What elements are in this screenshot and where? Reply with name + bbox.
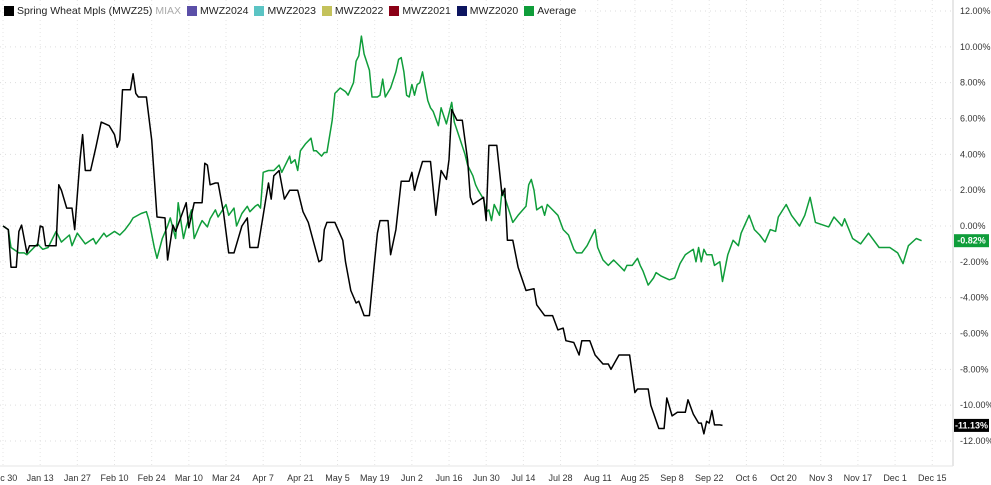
y-tick-label: -4.00% [960, 293, 989, 303]
legend-label: Spring Wheat Mpls (MWZ25) [17, 5, 153, 17]
x-tick-label: Dec 30 [0, 473, 17, 483]
x-tick-label: Mar 24 [212, 473, 240, 483]
x-tick-label: Sep 22 [695, 473, 724, 483]
last-value-badge [954, 418, 989, 432]
y-tick-label: 4.00% [960, 149, 986, 159]
legend-exchange: MIAX [155, 5, 182, 17]
legend-label: Average [537, 5, 577, 17]
legend-swatch [254, 6, 265, 16]
y-tick-label: 12.00% [960, 6, 991, 16]
series-line-spring-wheat-mpls-mwz25- [2, 72, 723, 435]
legend-swatch [389, 6, 400, 16]
legend-item[interactable]: MWZ2022 [321, 5, 384, 17]
x-tick-label: Aug 25 [621, 473, 650, 483]
legend: Spring Wheat Mpls (MWZ25) MIAX MWZ2024 MWZ2… [4, 5, 583, 17]
x-tick-label: May 19 [360, 473, 390, 483]
x-tick-label: Mar 10 [175, 473, 203, 483]
y-tick-label: 8.00% [960, 78, 986, 88]
y-tick-label: -6.00% [960, 329, 989, 339]
y-tick-label: 6.00% [960, 114, 986, 124]
legend-swatch [456, 6, 467, 16]
y-tick-label: 2.00% [960, 185, 986, 195]
legend-swatch [187, 6, 198, 16]
x-tick-label: Oct 6 [736, 473, 758, 483]
legend-item[interactable]: Average [524, 5, 576, 17]
last-value-label: -11.13% [955, 420, 988, 430]
x-tick-label: Dec 1 [883, 473, 907, 483]
y-tick-label: -12.00% [960, 436, 991, 446]
x-tick-label: Apr 7 [252, 473, 274, 483]
x-tick-label: Jul 28 [549, 473, 573, 483]
y-tick-label: -2.00% [960, 257, 989, 267]
legend-item[interactable]: MWZ2020 [456, 5, 519, 17]
legend-label: MWZ2024 [200, 5, 249, 17]
x-tick-label: Aug 11 [584, 473, 612, 483]
legend-swatch [4, 6, 14, 16]
last-value-label: -0.82% [957, 236, 986, 246]
x-tick-label: Jul 14 [511, 473, 535, 483]
x-tick-label: Jan 27 [64, 473, 91, 483]
last-value-badge [954, 234, 989, 248]
y-tick-label: 10.00% [960, 42, 991, 52]
x-tick-label: Apr 21 [287, 473, 314, 483]
legend-label: MWZ2021 [402, 5, 451, 17]
x-tick-label: Feb 24 [138, 473, 166, 483]
x-tick-label: Sep 8 [660, 473, 684, 483]
x-tick-label: Jun 30 [473, 473, 500, 483]
x-tick-label: Feb 10 [100, 473, 128, 483]
y-tick-label: 0.00% [960, 221, 986, 231]
legend-item[interactable]: Spring Wheat Mpls (MWZ25) MIAX [4, 5, 181, 17]
legend-swatch [524, 6, 535, 16]
x-tick-label: Nov 17 [844, 473, 873, 483]
legend-item[interactable]: MWZ2024 [187, 5, 248, 17]
legend-item[interactable]: MWZ2023 [254, 5, 316, 17]
legend-label: MWZ2023 [267, 5, 316, 17]
x-tick-label: May 5 [325, 473, 350, 483]
x-tick-label: Jan 13 [27, 473, 54, 483]
legend-swatch [321, 6, 332, 16]
legend-label: MWZ2022 [334, 5, 384, 17]
x-tick-label: Dec 15 [918, 473, 947, 483]
x-tick-label: Jun 16 [436, 473, 463, 483]
x-tick-label: Jun 2 [401, 473, 423, 483]
x-tick-label: Nov 3 [809, 473, 833, 483]
legend-item[interactable]: MWZ2021 [389, 5, 451, 17]
y-tick-label: -8.00% [960, 364, 989, 374]
series-line-average [2, 35, 922, 286]
x-tick-label: Oct 20 [770, 473, 797, 483]
legend-label: MWZ2020 [469, 5, 519, 17]
y-tick-label: -10.00% [960, 400, 991, 410]
